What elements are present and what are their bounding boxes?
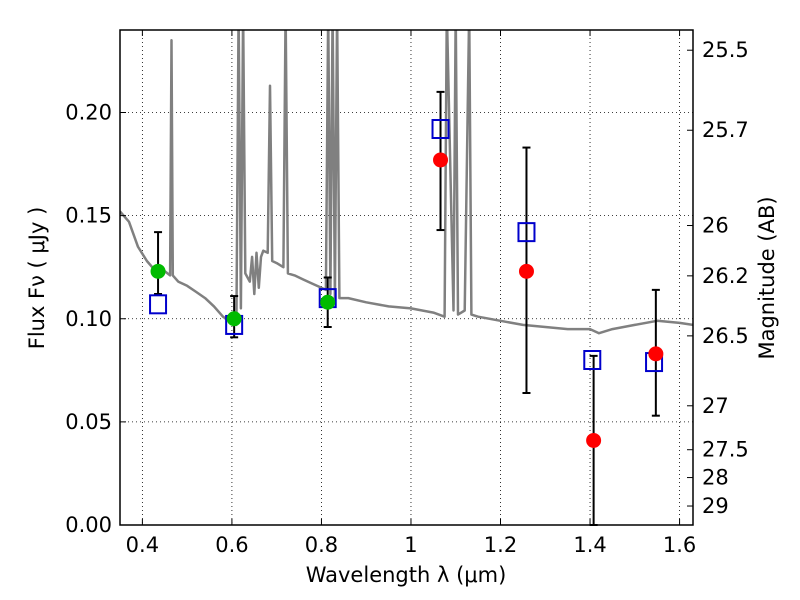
x-tick-label: 1 (404, 533, 417, 557)
x-tick-label: 1.2 (484, 533, 517, 557)
y-tick-label: 0.10 (65, 307, 112, 331)
plot-frame (119, 29, 694, 526)
x-tick-label: 1.4 (573, 533, 606, 557)
y2-tick-label: 29 (702, 494, 729, 518)
y-tick-label: 0.00 (65, 513, 112, 537)
model-point (431, 119, 450, 139)
grid (120, 30, 693, 526)
plot-area (120, 30, 693, 335)
observed-point (320, 294, 336, 310)
y2-tick-label: 26.5 (702, 324, 749, 348)
x-tick-label: 1.6 (663, 533, 696, 557)
model-point (517, 222, 536, 243)
axes: 0.4 0.6 0.8 1 1.2 1.4 1.6 0.00 0.05 0.10 0.15 0.20 2… (65, 30, 749, 557)
y2-tick-label: 28 (702, 466, 729, 490)
x-tick-label: 0.8 (305, 533, 338, 557)
y2-tick-label: 26.2 (702, 264, 749, 288)
observed-point (518, 263, 534, 279)
observed-point (648, 346, 664, 362)
y2-tick-label: 25.7 (702, 118, 749, 142)
x-tick-label: 0.4 (126, 533, 159, 557)
observed-point (586, 432, 602, 448)
x-tick-label: 0.6 (215, 533, 248, 557)
model-spectrum-line (120, 30, 693, 335)
observed-point (150, 263, 166, 279)
y2-tick-label: 25.5 (702, 38, 749, 62)
y2-tick-label: 27 (702, 394, 729, 418)
observed-point (433, 152, 449, 168)
observed-point (226, 311, 242, 327)
y-tick-label: 0.20 (65, 101, 112, 125)
x-axis-label: Wavelength λ (μm) (306, 563, 507, 587)
y2-axis-label: Magnitude (AB) (755, 196, 779, 359)
data-markers (149, 119, 664, 448)
y-axis-label: Flux Fν ( μJy ) (25, 207, 49, 350)
y2-tick-label: 26 (702, 214, 729, 238)
model-point (149, 294, 168, 315)
y2-tick-label: 27.5 (702, 438, 749, 462)
y-tick-label: 0.15 (65, 204, 112, 228)
y-tick-label: 0.05 (65, 410, 112, 434)
model-point (583, 350, 602, 370)
